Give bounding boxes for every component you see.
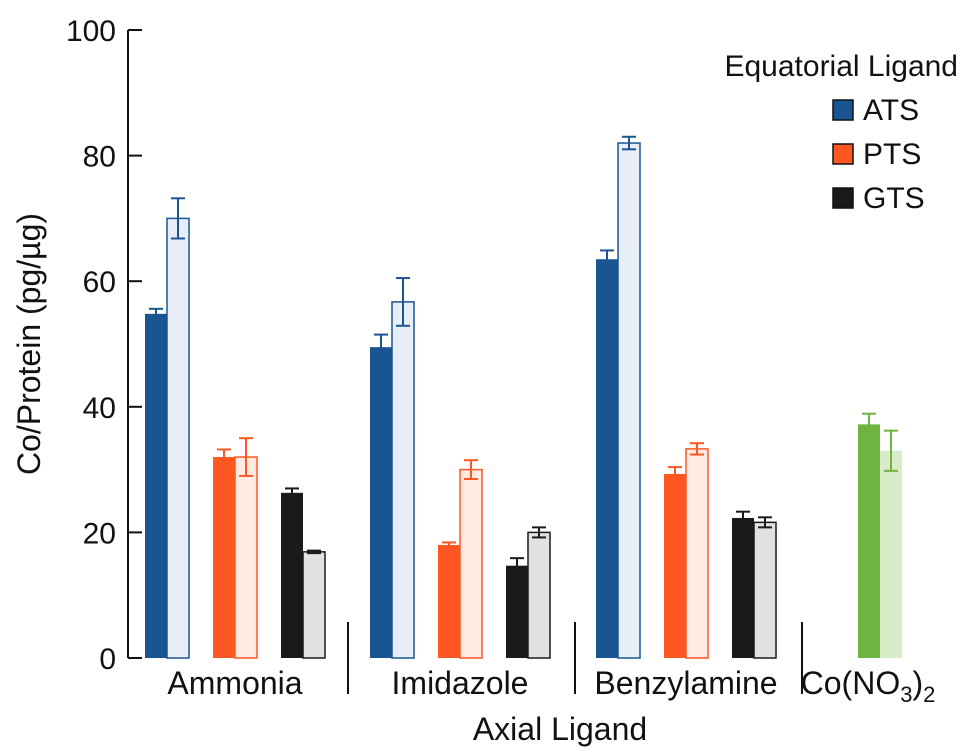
x-group-label: Imidazole [392, 665, 529, 701]
legend-swatch [832, 99, 854, 121]
y-ticks: 0 20 40 60 80 100 [66, 15, 142, 676]
bar-imidazole-gts-solid [506, 565, 528, 658]
error-bar [600, 249, 614, 270]
legend-entry: GTS [832, 182, 925, 215]
error-bar [622, 135, 636, 151]
bar-imidazole-pts-light [459, 468, 483, 659]
error-bar [217, 448, 231, 466]
x-group-label: Co(NO3)2 [801, 665, 936, 707]
bar-ammonia-gts-solid [281, 492, 303, 658]
error-bar [464, 459, 478, 481]
error-bar [758, 516, 772, 529]
error-bar [374, 333, 388, 361]
error-bar [396, 277, 410, 327]
bar-benzylamine-ats-light [617, 142, 641, 659]
error-bars [149, 135, 898, 575]
bar-co-no3-2-co-no3-2-light [880, 450, 902, 658]
y-tick-label: 0 [99, 643, 116, 676]
bar-imidazole-ats-solid [370, 347, 392, 658]
bar-co-no3-2-co-no3-2-solid [858, 424, 880, 658]
legend-label: ATS [863, 94, 919, 127]
legend-swatch [832, 143, 854, 165]
y-tick-label: 60 [83, 266, 116, 299]
error-bar [149, 307, 163, 320]
bar-imidazole-pts-solid [438, 544, 460, 658]
x-axis-title: Axial Ligand [473, 711, 647, 747]
bar-benzylamine-pts-light [685, 448, 709, 659]
legend-swatch [832, 187, 854, 209]
y-tick-label: 100 [66, 15, 116, 48]
error-bar [532, 526, 546, 539]
error-bar [171, 197, 185, 240]
error-bar [736, 510, 750, 526]
legend: Equatorial Ligand ATS PTS GTS [724, 50, 958, 215]
error-bar [442, 541, 456, 549]
x-group-label: Benzylamine [594, 665, 777, 701]
bars [145, 142, 902, 659]
legend-title: Equatorial Ligand [724, 50, 958, 83]
error-bar [668, 466, 682, 482]
bar-ammonia-ats-light [166, 217, 190, 659]
bar-benzylamine-ats-solid [596, 259, 618, 658]
group-separators [347, 622, 803, 694]
bar-imidazole-gts-light [527, 531, 551, 659]
bar-ammonia-ats-solid [145, 313, 167, 658]
bar-ammonia-gts-light [302, 551, 326, 659]
x-group-label: Ammonia [167, 665, 302, 701]
error-bar [690, 442, 704, 456]
y-tick-label: 80 [83, 141, 116, 174]
legend-label: GTS [863, 182, 925, 215]
legend-entry: PTS [832, 138, 921, 171]
error-bar [884, 429, 898, 472]
y-tick-label: 20 [83, 517, 116, 550]
error-bar [862, 412, 876, 437]
bar-ammonia-pts-solid [213, 457, 235, 658]
bar-benzylamine-gts-solid [732, 517, 754, 658]
bar-benzylamine-gts-light [753, 521, 777, 659]
error-bar [510, 557, 524, 575]
y-axis-title: Co/Protein (pg/µg) [11, 213, 47, 475]
legend-label: PTS [863, 138, 921, 171]
error-bar [307, 549, 321, 555]
group-labels: Ammonia Imidazole Benzylamine Co(NO3)2 [167, 665, 935, 707]
legend-entry: ATS [832, 94, 919, 127]
y-tick-label: 40 [83, 392, 116, 425]
error-bar [285, 487, 299, 499]
bar-ammonia-pts-light [234, 456, 258, 659]
bar-imidazole-ats-light [391, 301, 415, 659]
bar-benzylamine-pts-solid [664, 473, 686, 658]
error-bar [239, 437, 253, 477]
